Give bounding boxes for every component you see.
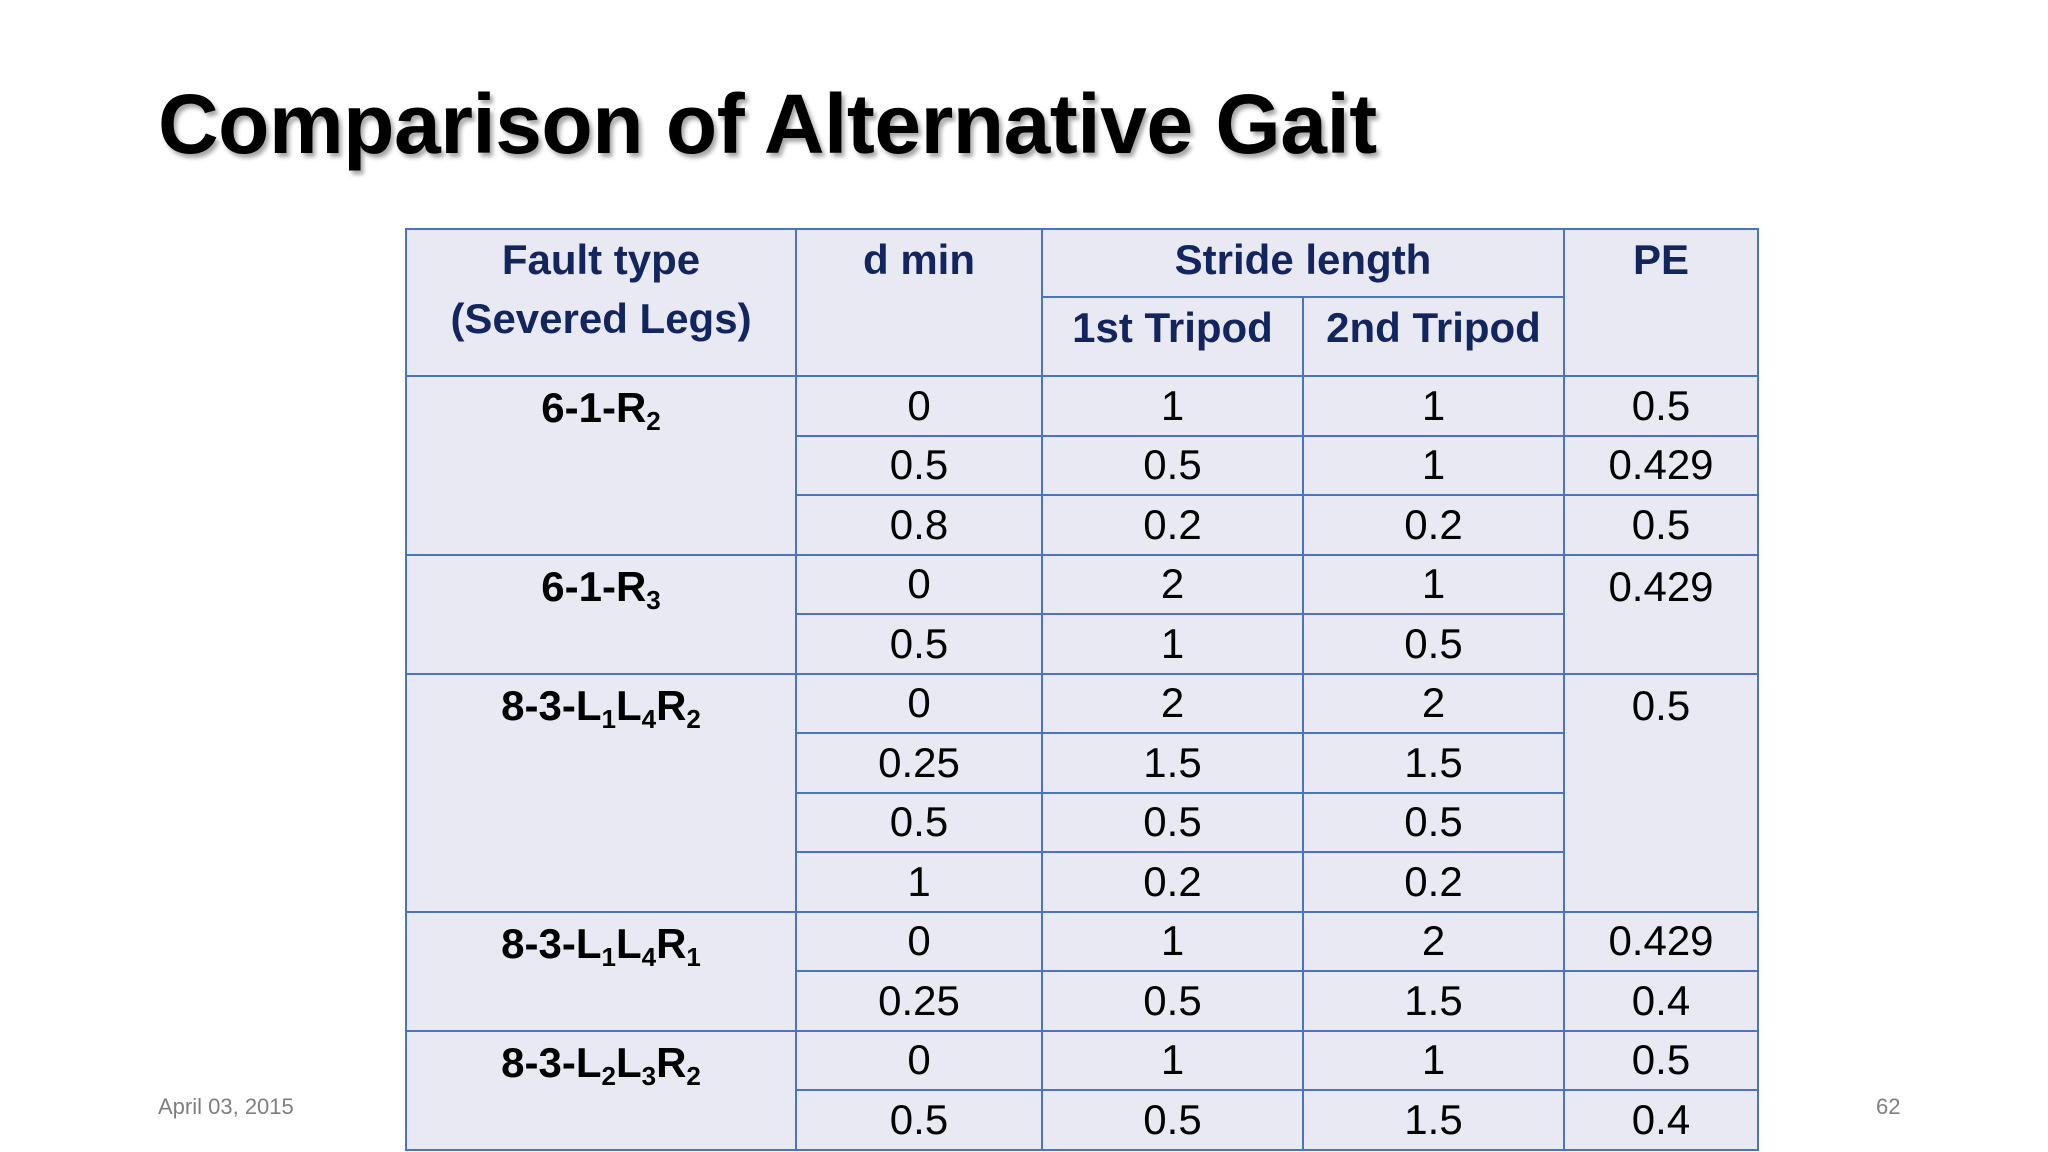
tripod1-cell: 1 bbox=[1041, 613, 1304, 675]
fault-type-cell: 8-3-L1L4R2 bbox=[405, 672, 797, 913]
tripod1-cell: 1.5 bbox=[1041, 732, 1304, 794]
dmin-cell: 0 bbox=[795, 1029, 1043, 1091]
tripod1-cell: 2 bbox=[1041, 553, 1304, 615]
tripod1-cell: 2 bbox=[1041, 672, 1304, 734]
tripod1-cell: 0.5 bbox=[1041, 791, 1304, 853]
tripod1-cell: 1 bbox=[1041, 910, 1304, 972]
tripod2-cell: 0.2 bbox=[1302, 851, 1565, 913]
tripod1-cell: 0.2 bbox=[1041, 494, 1304, 556]
table-row: 8-3-L1L4R2 0 2 2 0.5 bbox=[405, 672, 1759, 913]
tripod2-cell: 1 bbox=[1302, 1029, 1565, 1091]
tripod1-cell: 0.2 bbox=[1041, 851, 1304, 913]
tripod1-cell: 1 bbox=[1041, 375, 1304, 437]
tripod1-cell: 0.5 bbox=[1041, 970, 1304, 1032]
header-fault-type-line2: (Severed Legs) bbox=[450, 295, 752, 342]
pe-cell: 0.429 bbox=[1563, 434, 1759, 496]
pe-cell: 0.4 bbox=[1563, 970, 1759, 1032]
table-row: 8-3-L1L4R1 0 1 2 0.429 bbox=[405, 910, 1759, 1032]
table-row: 0.5 0.5 0.5 bbox=[406, 791, 1758, 853]
dmin-cell: 1 bbox=[795, 851, 1043, 913]
tripod2-cell: 1.5 bbox=[1302, 732, 1565, 794]
table-row: 8-3-L2L3R2 0 1 1 0.5 bbox=[405, 1029, 1759, 1151]
fault-type-cell: 6-1-R3 bbox=[405, 553, 797, 675]
header-1st-tripod: 1st Tripod bbox=[1041, 296, 1304, 377]
footer-date: April 03, 2015 bbox=[158, 1094, 294, 1119]
tripod1-cell: 1 bbox=[1041, 1029, 1304, 1091]
table-row: 6-1-R3 0 2 1 0.429 bbox=[405, 553, 1759, 675]
gait-comparison-table: Fault type (Severed Legs) d min Stride l… bbox=[405, 228, 1759, 1151]
fault-type-cell: 8-3-L1L4R1 bbox=[405, 910, 797, 1032]
dmin-cell: 0.5 bbox=[795, 1089, 1043, 1151]
tripod2-cell: 0.5 bbox=[1302, 791, 1565, 853]
tripod2-cell: 2 bbox=[1302, 672, 1565, 734]
table-row: 0.5 0.5 1.5 0.4 bbox=[406, 1089, 1759, 1151]
tripod2-cell: 1 bbox=[1302, 553, 1565, 615]
pe-cell: 0.5 bbox=[1563, 375, 1759, 437]
footer-page-number: 62 bbox=[1876, 1094, 1901, 1119]
tripod2-cell: 1.5 bbox=[1302, 1089, 1565, 1151]
dmin-cell: 0.5 bbox=[795, 613, 1043, 675]
table-row: 0.25 1.5 1.5 bbox=[406, 732, 1758, 794]
table-row: 1 0.2 0.2 bbox=[406, 851, 1758, 913]
pe-cell: 0.429 bbox=[1563, 553, 1759, 675]
tripod2-cell: 2 bbox=[1302, 910, 1565, 972]
pe-cell: 0.5 bbox=[1563, 672, 1759, 913]
tripod2-cell: 0.2 bbox=[1302, 494, 1565, 556]
table-row: 6-1-R2 0 1 1 0.5 bbox=[405, 375, 1759, 556]
table-row: 0.8 0.2 0.2 0.5 bbox=[406, 494, 1759, 556]
tripod1-cell: 0.5 bbox=[1041, 434, 1304, 496]
header-fault-type: Fault type (Severed Legs) bbox=[405, 228, 797, 377]
dmin-cell: 0.25 bbox=[795, 970, 1043, 1032]
table-row: 0.5 0.5 1 0.429 bbox=[406, 434, 1759, 496]
pe-cell: 0.5 bbox=[1563, 494, 1759, 556]
header-row-1: Fault type (Severed Legs) d min Stride l… bbox=[405, 228, 1759, 377]
header-pe: PE bbox=[1563, 228, 1759, 377]
tripod2-cell: 1 bbox=[1302, 375, 1565, 437]
header-2nd-tripod: 2nd Tripod bbox=[1302, 296, 1565, 377]
header-row-2: 1st Tripod 2nd Tripod bbox=[406, 296, 1758, 377]
dmin-cell: 0.8 bbox=[795, 494, 1043, 556]
header-dmin: d min bbox=[795, 228, 1043, 377]
dmin-cell: 0.25 bbox=[795, 732, 1043, 794]
dmin-cell: 0 bbox=[795, 553, 1043, 615]
tripod1-cell: 0.5 bbox=[1041, 1089, 1304, 1151]
slide-title: Comparison of Alternative Gait bbox=[158, 77, 1377, 171]
dmin-cell: 0 bbox=[795, 375, 1043, 437]
tripod2-cell: 1 bbox=[1302, 434, 1565, 496]
dmin-cell: 0 bbox=[795, 910, 1043, 972]
pe-cell: 0.429 bbox=[1563, 910, 1759, 972]
dmin-cell: 0.5 bbox=[795, 791, 1043, 853]
pe-cell: 0.5 bbox=[1563, 1029, 1759, 1091]
table-row: 0.5 1 0.5 bbox=[406, 613, 1758, 675]
table-row: 0.25 0.5 1.5 0.4 bbox=[406, 970, 1759, 1032]
tripod2-cell: 1.5 bbox=[1302, 970, 1565, 1032]
header-stride-length: Stride length bbox=[1041, 228, 1565, 298]
fault-type-cell: 8-3-L2L3R2 bbox=[405, 1029, 797, 1151]
tripod2-cell: 0.5 bbox=[1302, 613, 1565, 675]
dmin-cell: 0.5 bbox=[795, 434, 1043, 496]
header-fault-type-line1: Fault type bbox=[501, 236, 701, 283]
pe-cell: 0.4 bbox=[1563, 1089, 1759, 1151]
fault-type-cell: 6-1-R2 bbox=[405, 375, 797, 556]
dmin-cell: 0 bbox=[795, 672, 1043, 734]
